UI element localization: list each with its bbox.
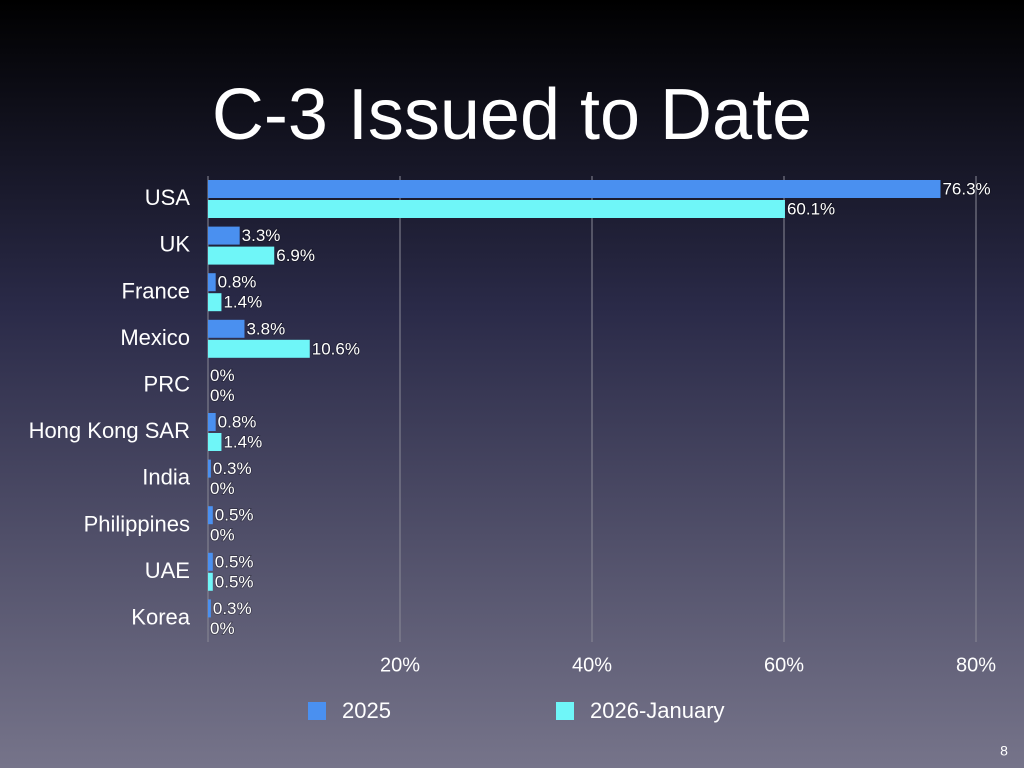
bar — [208, 339, 310, 358]
value-label: 1.4% — [223, 293, 262, 312]
y-tick-label: PRC — [144, 372, 191, 397]
legend-swatch — [308, 702, 326, 720]
bar — [208, 572, 213, 591]
y-tick-label: Korea — [131, 605, 190, 630]
bar — [208, 599, 211, 618]
value-label: 0.5% — [215, 572, 254, 591]
x-tick-label: 20% — [380, 654, 420, 676]
slide-number: 8 — [1000, 743, 1008, 759]
value-label: 3.3% — [242, 226, 281, 245]
bar — [208, 293, 222, 312]
legend-label: 2026-January — [590, 698, 725, 723]
bar — [208, 226, 240, 245]
bar — [208, 246, 275, 265]
value-label: 0.3% — [213, 459, 252, 478]
y-tick-label: India — [142, 465, 190, 490]
value-label: 6.9% — [276, 246, 315, 265]
value-label: 1.4% — [223, 432, 262, 451]
value-label: 3.8% — [246, 319, 285, 338]
y-tick-label: Philippines — [84, 511, 190, 536]
y-tick-label: Mexico — [120, 325, 190, 350]
value-label: 0.8% — [218, 273, 257, 292]
value-label: 0% — [210, 619, 235, 638]
chart-title: C-3 Issued to Date — [212, 75, 812, 155]
y-tick-label: Hong Kong SAR — [29, 418, 190, 443]
value-label: 0.3% — [213, 599, 252, 618]
x-tick-label: 60% — [764, 654, 804, 676]
bar — [208, 506, 213, 525]
y-tick-label: USA — [145, 185, 191, 210]
value-label: 0.8% — [218, 412, 257, 431]
legend-swatch — [556, 702, 574, 720]
bar — [208, 552, 213, 571]
value-label: 0% — [210, 479, 235, 498]
x-tick-label: 80% — [956, 654, 996, 676]
y-tick-label: UAE — [145, 558, 190, 583]
bar — [208, 200, 785, 218]
value-label: 0% — [210, 386, 235, 405]
bar — [208, 413, 216, 431]
bar — [208, 319, 245, 338]
value-label: 0% — [210, 366, 235, 385]
x-tick-label: 40% — [572, 654, 612, 676]
value-label: 0.5% — [215, 552, 254, 571]
value-label: 76.3% — [942, 179, 990, 198]
y-tick-label: France — [122, 278, 190, 303]
bar — [208, 180, 941, 198]
value-label: 60.1% — [787, 199, 835, 218]
value-label: 10.6% — [312, 339, 360, 358]
value-label: 0.5% — [215, 506, 254, 525]
value-label: 0% — [210, 526, 235, 545]
legend-label: 2025 — [342, 698, 391, 723]
bar — [208, 459, 211, 478]
bar — [208, 433, 222, 451]
bar — [208, 273, 216, 292]
y-tick-label: UK — [159, 232, 190, 257]
